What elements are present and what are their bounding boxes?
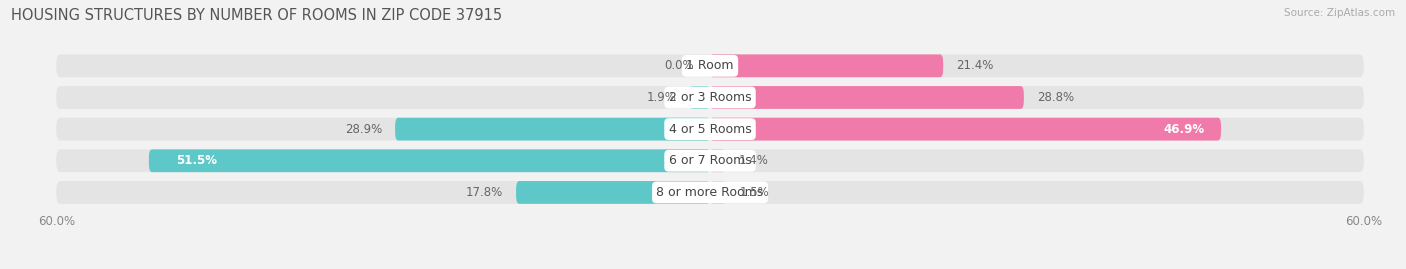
FancyBboxPatch shape xyxy=(56,86,1364,109)
Text: 51.5%: 51.5% xyxy=(176,154,217,167)
Text: 1.5%: 1.5% xyxy=(740,186,769,199)
Text: 4 or 5 Rooms: 4 or 5 Rooms xyxy=(669,123,751,136)
Text: 28.8%: 28.8% xyxy=(1038,91,1074,104)
Text: Source: ZipAtlas.com: Source: ZipAtlas.com xyxy=(1284,8,1395,18)
FancyBboxPatch shape xyxy=(149,149,710,172)
Text: 1.9%: 1.9% xyxy=(647,91,676,104)
Text: 6 or 7 Rooms: 6 or 7 Rooms xyxy=(669,154,751,167)
Text: 0.0%: 0.0% xyxy=(664,59,693,72)
FancyBboxPatch shape xyxy=(710,181,727,204)
Text: 2 or 3 Rooms: 2 or 3 Rooms xyxy=(669,91,751,104)
Text: 21.4%: 21.4% xyxy=(956,59,994,72)
FancyBboxPatch shape xyxy=(395,118,710,140)
FancyBboxPatch shape xyxy=(710,54,943,77)
FancyBboxPatch shape xyxy=(710,86,1024,109)
Text: 28.9%: 28.9% xyxy=(344,123,382,136)
Text: HOUSING STRUCTURES BY NUMBER OF ROOMS IN ZIP CODE 37915: HOUSING STRUCTURES BY NUMBER OF ROOMS IN… xyxy=(11,8,502,23)
FancyBboxPatch shape xyxy=(56,181,1364,204)
Text: 8 or more Rooms: 8 or more Rooms xyxy=(657,186,763,199)
Text: 1.4%: 1.4% xyxy=(738,154,768,167)
FancyBboxPatch shape xyxy=(689,86,710,109)
FancyBboxPatch shape xyxy=(710,118,1220,140)
FancyBboxPatch shape xyxy=(516,181,710,204)
Text: 17.8%: 17.8% xyxy=(465,186,503,199)
FancyBboxPatch shape xyxy=(710,149,725,172)
FancyBboxPatch shape xyxy=(56,118,1364,140)
Text: 1 Room: 1 Room xyxy=(686,59,734,72)
FancyBboxPatch shape xyxy=(56,149,1364,172)
Text: 46.9%: 46.9% xyxy=(1164,123,1205,136)
FancyBboxPatch shape xyxy=(56,54,1364,77)
